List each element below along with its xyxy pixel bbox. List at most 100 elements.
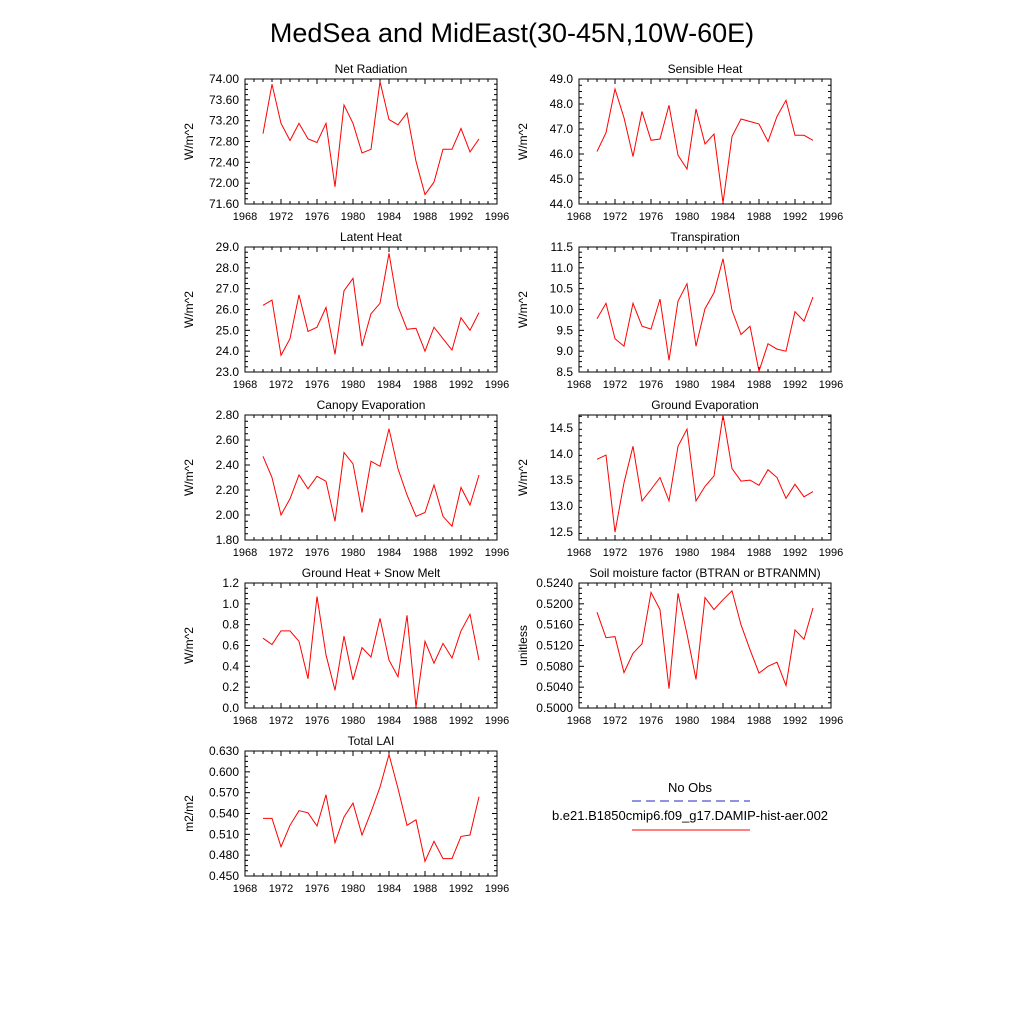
y-tick-label: 48.0 [550,97,574,111]
y-axis-label: W/m^2 [516,291,530,328]
x-tick-label: 1988 [747,715,771,727]
x-tick-label: 1968 [233,547,257,559]
x-tick-label: 1968 [567,547,591,559]
x-tick-label: 1980 [341,379,365,391]
y-tick-label: 0.2 [222,680,239,694]
x-tick-label: 1996 [485,547,509,559]
x-tick-label: 1976 [639,547,663,559]
series-line [262,596,480,708]
x-tick-label: 1992 [449,715,473,727]
y-tick-label: 11.5 [551,240,574,254]
y-tick-label: 11.0 [551,261,574,275]
y-tick-label: 72.80 [209,135,239,149]
panel-8: 1968 1972 1976 1980 1984 1988 1992 1996 0.5000 0.… [516,566,843,727]
y-tick-label: 14.5 [550,421,574,435]
plot-frame [244,414,498,541]
x-tick-label: 1972 [269,715,293,727]
panel-9: 1968 1972 1976 1980 1984 1988 1992 1996 0.450 0.4… [182,734,509,895]
y-tick-label: 45.0 [550,172,574,186]
x-tick-label: 1976 [639,211,663,223]
y-tick-label: 1.2 [222,576,239,590]
y-axis-label: W/m^2 [182,291,196,328]
x-tick-label: 1996 [485,883,509,895]
x-tick-label: 1992 [449,547,473,559]
x-tick-label: 1976 [305,715,329,727]
series-line [263,752,480,863]
series-line [262,253,480,357]
x-tick-label: 1988 [413,211,437,223]
series-line [262,81,480,196]
y-tick-label: 44.0 [550,197,574,211]
y-tick-label: 0.480 [209,848,239,862]
x-tick-label: 1996 [485,379,509,391]
y-tick-label: 2.00 [216,508,240,522]
series-line [596,589,814,689]
x-tick-label: 1988 [413,379,437,391]
x-tick-label: 1984 [711,211,735,223]
y-tick-label: 2.80 [216,408,240,422]
x-tick-label: 1968 [567,715,591,727]
panel-title: Soil moisture factor (BTRAN or BTRANMN) [589,566,820,580]
x-tick-label: 1984 [711,547,735,559]
x-tick-label: 1996 [485,211,509,223]
y-tick-label: 13.5 [550,473,574,487]
panel-7: 1968 1972 1976 1980 1984 1988 1992 1996 0.0 0.2 0.… [182,566,509,727]
y-tick-label: 0.540 [209,807,239,821]
y-tick-label: 0.5200 [536,597,573,611]
y-tick-label: 0.6 [222,639,239,653]
y-tick-label: 0.450 [209,869,239,883]
y-tick-label: 46.0 [550,147,574,161]
plot-frame [244,246,498,373]
x-tick-label: 1972 [269,547,293,559]
x-tick-label: 1976 [305,211,329,223]
y-tick-label: 9.0 [556,344,573,358]
panel-title: Latent Heat [340,230,403,244]
panel-title: Canopy Evaporation [317,398,426,412]
y-tick-label: 10.0 [550,303,574,317]
x-tick-label: 1976 [305,883,329,895]
x-tick-label: 1980 [675,547,699,559]
x-tick-label: 1992 [783,547,807,559]
panels: 1968 1972 1976 1980 1984 1988 1992 1996 71.60 72.… [182,62,843,895]
y-tick-label: 0.5000 [536,701,573,715]
x-tick-label: 1988 [413,715,437,727]
x-tick-label: 1988 [413,547,437,559]
y-tick-label: 0.5040 [536,680,573,694]
legend: No Obs b.e21.B1850cmip6.f09_g17.DAMIP-hi… [552,780,828,831]
y-axis-label: W/m^2 [182,459,196,496]
y-tick-label: 8.5 [556,365,573,379]
y-tick-label: 0.4 [222,659,239,673]
y-tick-label: 73.20 [209,114,239,128]
x-tick-label: 1972 [603,547,627,559]
x-tick-label: 1992 [449,379,473,391]
y-tick-label: 0.5080 [536,659,573,673]
x-tick-label: 1996 [819,379,843,391]
x-tick-label: 1968 [567,211,591,223]
x-tick-label: 1988 [747,211,771,223]
series-line [596,414,814,533]
y-tick-label: 24.0 [216,344,240,358]
y-tick-label: 0.510 [209,827,239,841]
y-tick-label: 2.20 [216,483,240,497]
x-tick-label: 1988 [747,379,771,391]
x-tick-label: 1984 [377,379,401,391]
series-line [596,258,814,374]
y-tick-label: 0.5120 [536,639,573,653]
plot-frame [578,78,832,205]
x-tick-label: 1976 [639,715,663,727]
y-tick-label: 49.0 [550,72,574,86]
series-line [262,428,480,528]
panel-6: 1968 1972 1976 1980 1984 1988 1992 1996 12.5 13.0… [516,398,843,559]
legend-obs-label: No Obs [668,780,713,795]
y-tick-label: 0.8 [222,618,239,632]
y-tick-label: 47.0 [550,122,574,136]
x-tick-label: 1996 [485,715,509,727]
y-tick-label: 27.0 [216,282,240,296]
x-tick-label: 1992 [783,715,807,727]
y-tick-label: 9.5 [556,323,573,337]
y-tick-label: 0.600 [209,765,239,779]
x-tick-label: 1980 [341,715,365,727]
x-tick-label: 1980 [341,547,365,559]
y-tick-label: 71.60 [209,197,239,211]
